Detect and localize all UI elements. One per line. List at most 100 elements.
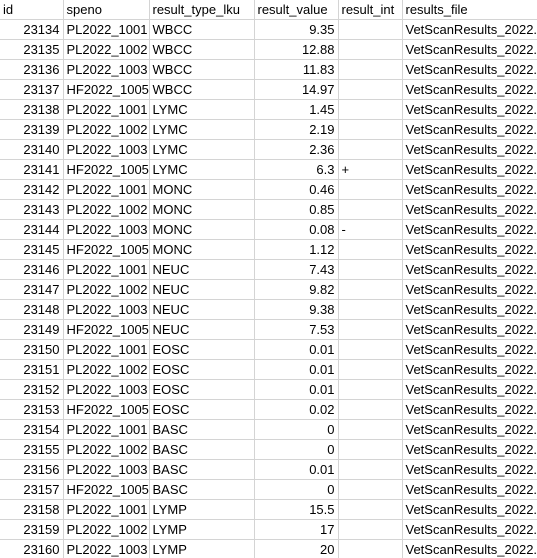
cell-result-type-lku[interactable]: LYMP <box>149 499 255 520</box>
cell-result-type-lku[interactable]: EOSC <box>149 379 255 400</box>
cell-result-type-lku[interactable]: MONC <box>149 219 255 240</box>
cell-result-int[interactable] <box>338 419 403 440</box>
cell-result-type-lku[interactable]: LYMP <box>149 519 255 540</box>
cell-id[interactable]: 23160 <box>0 539 64 558</box>
cell-results-file[interactable]: VetScanResults_2022. <box>402 439 537 460</box>
cell-result-value[interactable]: 1.45 <box>254 99 339 120</box>
cell-result-value[interactable]: 0.08 <box>254 219 339 240</box>
cell-result-type-lku[interactable]: LYMC <box>149 99 255 120</box>
cell-id[interactable]: 23150 <box>0 339 64 360</box>
cell-result-int[interactable] <box>338 99 403 120</box>
cell-id[interactable]: 23153 <box>0 399 64 420</box>
cell-id[interactable]: 23146 <box>0 259 64 280</box>
cell-result-value[interactable]: 7.53 <box>254 319 339 340</box>
cell-result-value[interactable]: 20 <box>254 539 339 558</box>
cell-result-int[interactable] <box>338 279 403 300</box>
cell-results-file[interactable]: VetScanResults_2022. <box>402 359 537 380</box>
cell-results-file[interactable]: VetScanResults_2022. <box>402 139 537 160</box>
cell-result-int[interactable] <box>338 359 403 380</box>
cell-results-file[interactable]: VetScanResults_2022. <box>402 179 537 200</box>
cell-result-int[interactable] <box>338 259 403 280</box>
cell-speno[interactable]: PL2022_1002 <box>63 279 150 300</box>
cell-id[interactable]: 23144 <box>0 219 64 240</box>
cell-result-int[interactable] <box>338 299 403 320</box>
cell-speno[interactable]: PL2022_1003 <box>63 379 150 400</box>
cell-result-value[interactable]: 11.83 <box>254 59 339 80</box>
cell-result-int[interactable] <box>338 199 403 220</box>
header-result-value[interactable]: result_value <box>254 0 339 20</box>
cell-result-int[interactable] <box>338 139 403 160</box>
cell-result-type-lku[interactable]: NEUC <box>149 319 255 340</box>
cell-result-type-lku[interactable]: WBCC <box>149 79 255 100</box>
cell-results-file[interactable]: VetScanResults_2022. <box>402 159 537 180</box>
cell-result-value[interactable]: 9.35 <box>254 19 339 40</box>
cell-speno[interactable]: PL2022_1002 <box>63 359 150 380</box>
cell-result-value[interactable]: 14.97 <box>254 79 339 100</box>
cell-results-file[interactable]: VetScanResults_2022. <box>402 319 537 340</box>
cell-result-int[interactable] <box>338 19 403 40</box>
cell-result-int[interactable] <box>338 179 403 200</box>
cell-results-file[interactable]: VetScanResults_2022. <box>402 79 537 100</box>
cell-results-file[interactable]: VetScanResults_2022. <box>402 279 537 300</box>
cell-result-value[interactable]: 0.46 <box>254 179 339 200</box>
cell-result-type-lku[interactable]: BASC <box>149 479 255 500</box>
cell-id[interactable]: 23149 <box>0 319 64 340</box>
cell-speno[interactable]: PL2022_1001 <box>63 99 150 120</box>
header-speno[interactable]: speno <box>63 0 150 20</box>
cell-speno[interactable]: PL2022_1003 <box>63 459 150 480</box>
cell-result-int[interactable] <box>338 399 403 420</box>
cell-speno[interactable]: PL2022_1003 <box>63 539 150 558</box>
cell-result-value[interactable]: 7.43 <box>254 259 339 280</box>
cell-speno[interactable]: PL2022_1003 <box>63 139 150 160</box>
cell-result-type-lku[interactable]: NEUC <box>149 279 255 300</box>
cell-speno[interactable]: PL2022_1003 <box>63 299 150 320</box>
cell-result-value[interactable]: 0 <box>254 479 339 500</box>
cell-id[interactable]: 23154 <box>0 419 64 440</box>
cell-id[interactable]: 23142 <box>0 179 64 200</box>
cell-results-file[interactable]: VetScanResults_2022. <box>402 479 537 500</box>
cell-result-type-lku[interactable]: LYMP <box>149 539 255 558</box>
cell-result-value[interactable]: 9.82 <box>254 279 339 300</box>
cell-result-value[interactable]: 17 <box>254 519 339 540</box>
cell-result-type-lku[interactable]: LYMC <box>149 159 255 180</box>
header-result-type-lku[interactable]: result_type_lku <box>149 0 255 20</box>
cell-results-file[interactable]: VetScanResults_2022. <box>402 419 537 440</box>
cell-result-type-lku[interactable]: EOSC <box>149 399 255 420</box>
cell-result-int[interactable] <box>338 59 403 80</box>
cell-results-file[interactable]: VetScanResults_2022. <box>402 259 537 280</box>
cell-results-file[interactable]: VetScanResults_2022. <box>402 539 537 558</box>
cell-result-value[interactable]: 2.36 <box>254 139 339 160</box>
cell-id[interactable]: 23157 <box>0 479 64 500</box>
cell-result-int[interactable] <box>338 539 403 558</box>
cell-results-file[interactable]: VetScanResults_2022. <box>402 519 537 540</box>
cell-result-value[interactable]: 0.01 <box>254 359 339 380</box>
cell-speno[interactable]: PL2022_1001 <box>63 179 150 200</box>
cell-id[interactable]: 23137 <box>0 79 64 100</box>
cell-speno[interactable]: PL2022_1003 <box>63 219 150 240</box>
cell-result-value[interactable]: 0.01 <box>254 339 339 360</box>
cell-speno[interactable]: PL2022_1002 <box>63 519 150 540</box>
cell-id[interactable]: 23158 <box>0 499 64 520</box>
cell-result-type-lku[interactable]: LYMC <box>149 119 255 140</box>
cell-speno[interactable]: HF2022_1005 <box>63 79 150 100</box>
cell-speno[interactable]: HF2022_1005 <box>63 159 150 180</box>
cell-results-file[interactable]: VetScanResults_2022. <box>402 379 537 400</box>
cell-result-int[interactable] <box>338 459 403 480</box>
cell-results-file[interactable]: VetScanResults_2022. <box>402 299 537 320</box>
cell-result-int[interactable] <box>338 319 403 340</box>
cell-result-type-lku[interactable]: LYMC <box>149 139 255 160</box>
cell-result-int[interactable] <box>338 499 403 520</box>
cell-result-type-lku[interactable]: BASC <box>149 419 255 440</box>
cell-result-value[interactable]: 2.19 <box>254 119 339 140</box>
cell-result-value[interactable]: 0.02 <box>254 399 339 420</box>
cell-result-type-lku[interactable]: BASC <box>149 459 255 480</box>
header-id[interactable]: id <box>0 0 64 20</box>
cell-result-int[interactable] <box>338 119 403 140</box>
cell-result-type-lku[interactable]: WBCC <box>149 19 255 40</box>
cell-result-value[interactable]: 0.01 <box>254 379 339 400</box>
cell-id[interactable]: 23134 <box>0 19 64 40</box>
cell-result-value[interactable]: 0.01 <box>254 459 339 480</box>
cell-speno[interactable]: PL2022_1003 <box>63 59 150 80</box>
cell-id[interactable]: 23145 <box>0 239 64 260</box>
cell-speno[interactable]: PL2022_1001 <box>63 419 150 440</box>
